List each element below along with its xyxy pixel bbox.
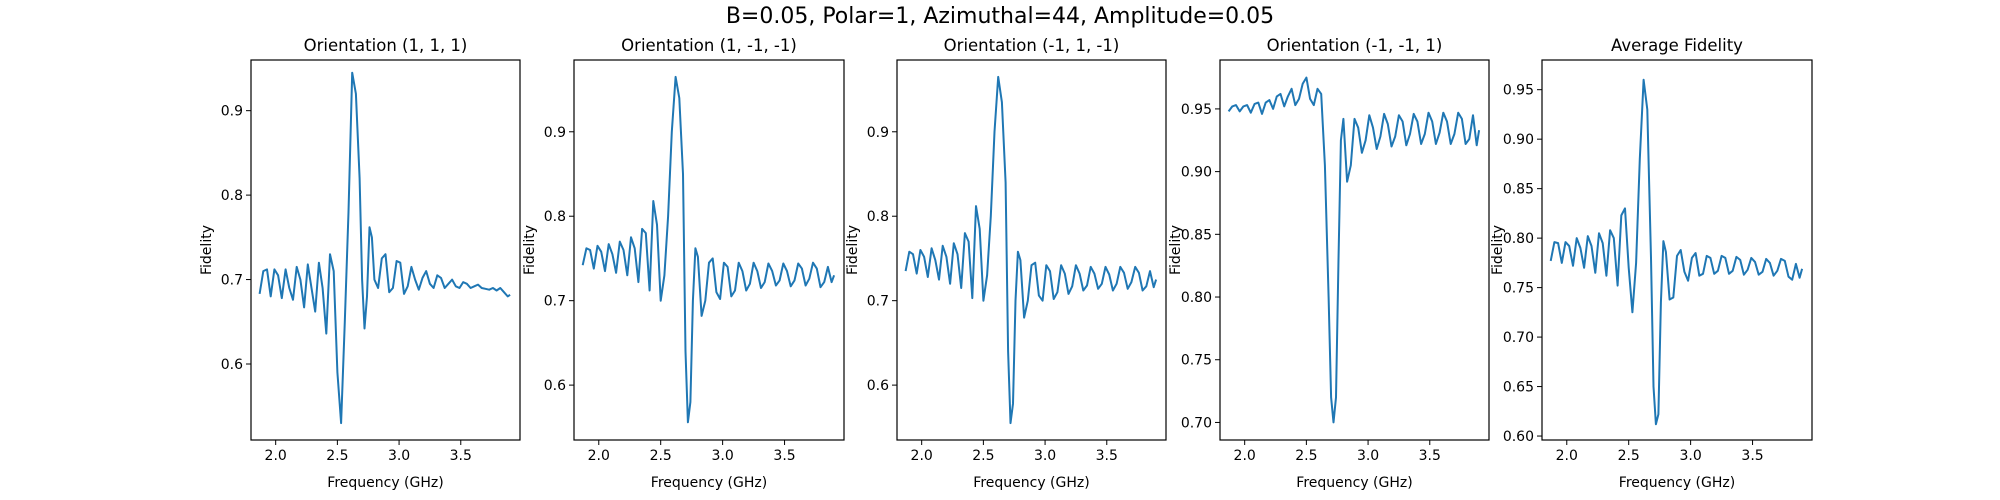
x-tick-label: 2.5 <box>1618 448 1640 464</box>
x-tick-label: 3.0 <box>711 448 733 464</box>
x-tick-label: 2.0 <box>911 448 933 464</box>
x-axis-label: Frequency (GHz) <box>327 475 443 491</box>
subplot-4: 2.0 2.5 3.0 3.5 0.70 0.75 0.80 0.85 0.90 0.95 Orie… <box>1168 36 1490 491</box>
panel-title: Orientation (-1, -1, 1) <box>1267 36 1443 55</box>
x-tick-label: 3.0 <box>1034 448 1056 464</box>
x-tick-label: 2.5 <box>972 448 994 464</box>
panel-title: Orientation (1, -1, -1) <box>621 36 797 55</box>
x-tick-label: 2.5 <box>326 448 348 464</box>
y-tick-label: 0.7 <box>867 294 889 310</box>
y-tick-label: 0.80 <box>1181 290 1212 306</box>
y-tick-label: 0.9 <box>867 125 889 141</box>
y-axis-label: Fidelity <box>522 225 538 275</box>
panel-title: Orientation (-1, 1, -1) <box>944 36 1120 55</box>
x-tick-label: 3.0 <box>1679 448 1701 464</box>
y-tick-label: 0.85 <box>1503 182 1534 198</box>
y-tick-label: 0.8 <box>221 188 243 204</box>
y-tick-label: 0.90 <box>1181 165 1212 181</box>
series-line <box>258 71 511 425</box>
x-tick-label: 2.0 <box>588 448 610 464</box>
x-axis-label: Frequency (GHz) <box>1619 475 1735 491</box>
x-tick-label: 2.5 <box>1295 448 1317 464</box>
x-tick-label: 3.5 <box>773 448 795 464</box>
panel-title: Average Fidelity <box>1611 36 1743 55</box>
axes-frame <box>1541 59 1813 441</box>
series-line <box>581 75 836 424</box>
x-tick-label: 2.5 <box>650 448 672 464</box>
y-tick-label: 0.70 <box>1181 415 1212 431</box>
y-axis-label: Fidelity <box>845 225 861 275</box>
y-tick-label: 0.85 <box>1181 227 1212 243</box>
y-axis-label: Fidelity <box>1490 225 1506 275</box>
y-axis-label: Fidelity <box>199 225 215 275</box>
y-tick-label: 0.7 <box>544 294 566 310</box>
y-tick-label: 0.6 <box>867 378 889 394</box>
x-tick-label: 3.5 <box>450 448 472 464</box>
y-tick-label: 0.9 <box>221 104 243 120</box>
y-tick-label: 0.6 <box>221 357 243 373</box>
x-tick-label: 2.0 <box>265 448 287 464</box>
y-tick-label: 0.70 <box>1503 330 1534 346</box>
x-tick-label: 3.5 <box>1096 448 1118 464</box>
y-tick-label: 0.60 <box>1503 429 1534 445</box>
subplot-1: 2.0 2.5 3.0 3.5 0.6 0.7 0.8 0.9 Orientation (1, … <box>199 36 521 491</box>
figure-title: B=0.05, Polar=1, Azimuthal=44, Amplitude… <box>725 4 1275 29</box>
series-line <box>1227 76 1481 424</box>
x-tick-label: 3.5 <box>1419 448 1441 464</box>
x-tick-label: 2.0 <box>1234 448 1256 464</box>
y-tick-label: 0.8 <box>867 209 889 225</box>
y-tick-label: 0.8 <box>544 209 566 225</box>
axes-frame <box>896 59 1167 441</box>
series-line <box>904 75 1158 425</box>
y-tick-label: 0.7 <box>221 273 243 289</box>
axes-frame <box>250 59 521 441</box>
y-tick-label: 0.65 <box>1503 380 1534 396</box>
series-line <box>1549 78 1804 426</box>
panel-title: Orientation (1, 1, 1) <box>304 36 468 55</box>
x-tick-label: 3.0 <box>388 448 410 464</box>
y-axis-label: Fidelity <box>1168 225 1184 275</box>
x-axis-label: Frequency (GHz) <box>973 475 1089 491</box>
y-tick-label: 0.95 <box>1181 102 1212 118</box>
y-tick-label: 0.80 <box>1503 231 1534 247</box>
y-tick-label: 0.75 <box>1181 353 1212 369</box>
x-axis-label: Frequency (GHz) <box>1296 475 1412 491</box>
y-tick-label: 0.95 <box>1503 83 1534 99</box>
x-tick-label: 3.0 <box>1357 448 1379 464</box>
y-tick-label: 0.6 <box>544 378 566 394</box>
x-tick-label: 2.0 <box>1556 448 1578 464</box>
x-axis-label: Frequency (GHz) <box>651 475 767 491</box>
y-tick-label: 0.90 <box>1503 132 1534 148</box>
x-tick-label: 3.5 <box>1741 448 1763 464</box>
axes-frame <box>573 59 845 441</box>
y-tick-label: 0.75 <box>1503 281 1534 297</box>
axes-frame <box>1219 59 1490 441</box>
y-tick-label: 0.9 <box>544 125 566 141</box>
subplot-2: 2.0 2.5 3.0 3.5 0.6 0.7 0.8 0.9 Orientation (1, … <box>522 36 845 491</box>
subplot-5: 2.0 2.5 3.0 3.5 0.60 0.65 0.70 0.75 0.80 0.85 0.90… <box>1490 36 1813 491</box>
subplot-3: 2.0 2.5 3.0 3.5 0.6 0.7 0.8 0.9 Orientation (-1,… <box>845 36 1167 491</box>
